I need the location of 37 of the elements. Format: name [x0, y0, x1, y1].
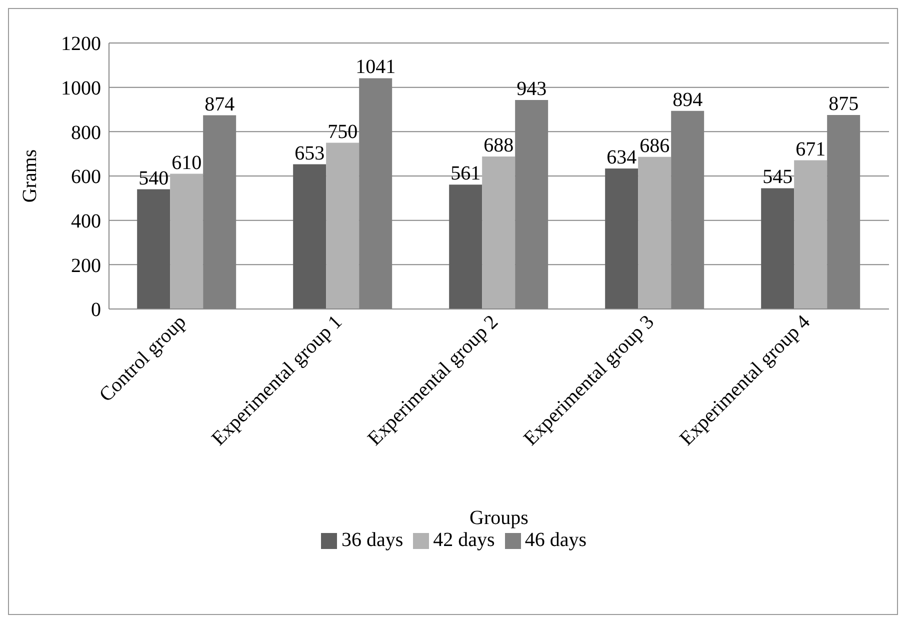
bar: [482, 156, 516, 309]
bar: [794, 160, 828, 309]
bar: [761, 188, 794, 309]
data-label: 634: [606, 146, 637, 168]
data-label: 545: [762, 166, 793, 188]
data-label: 686: [640, 134, 670, 157]
data-label: 875: [828, 93, 859, 116]
x-axis-title: Groups: [470, 507, 529, 529]
data-label: 671: [796, 138, 826, 160]
y-tick-label: 800: [71, 122, 101, 144]
bar: [170, 174, 204, 309]
bar: [326, 142, 360, 309]
y-axis-title: Grams: [19, 149, 42, 203]
y-tick-label: 1200: [61, 33, 101, 56]
data-label: 874: [204, 93, 235, 116]
legend-label: 46 days: [524, 529, 586, 551]
y-tick-label: 600: [71, 166, 101, 188]
data-label: 653: [294, 142, 325, 164]
y-tick-label: 200: [71, 254, 101, 277]
legend-label: 42 days: [433, 529, 495, 551]
data-label: 750: [328, 120, 358, 143]
bar: [137, 189, 170, 309]
bar: [449, 184, 482, 309]
bar: [293, 164, 326, 309]
legend-label: 36 days: [341, 529, 404, 551]
data-label: 1041: [356, 56, 396, 78]
data-label: 610: [172, 152, 202, 174]
bar: [638, 156, 672, 309]
data-label: 561: [450, 162, 481, 185]
data-label: 894: [672, 88, 703, 111]
y-tick-label: 400: [71, 210, 101, 232]
data-label: 540: [138, 167, 169, 190]
bar: [605, 168, 638, 309]
y-tick-label: 1000: [61, 77, 101, 100]
y-tick-label: 0: [91, 299, 101, 322]
data-label: 688: [484, 134, 514, 156]
data-label: 943: [516, 78, 547, 100]
